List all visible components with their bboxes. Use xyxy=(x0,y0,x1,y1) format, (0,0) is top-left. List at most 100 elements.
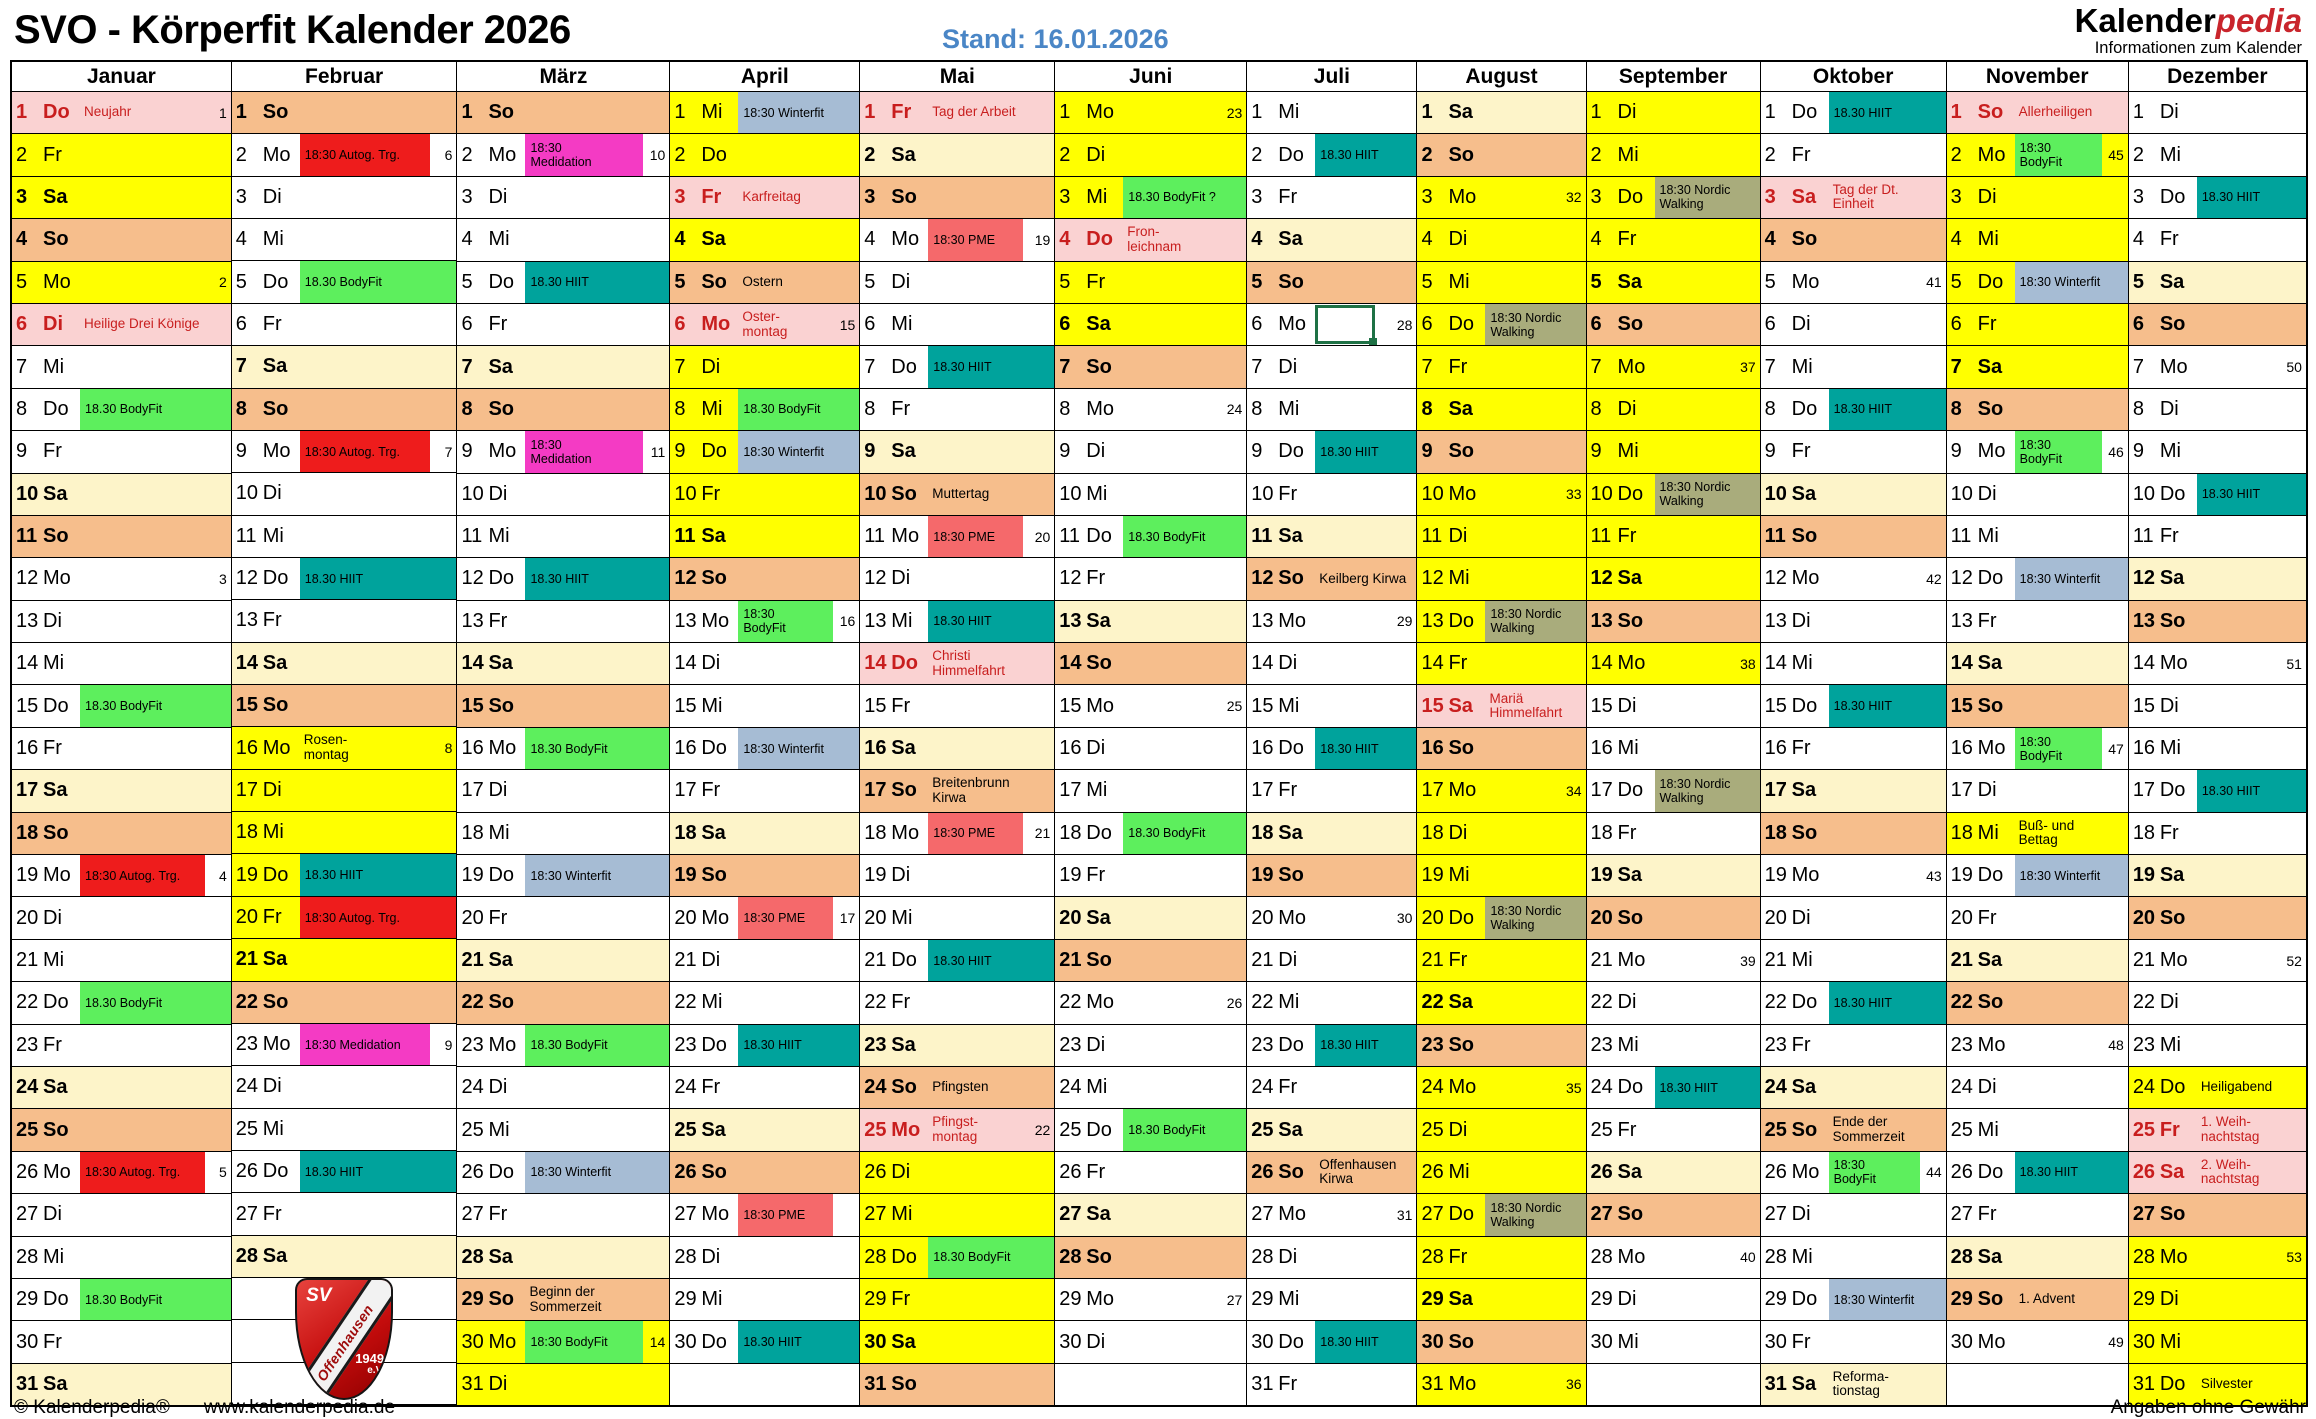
day-cell[interactable]: 27 Fr xyxy=(1946,1194,2128,1237)
day-cell[interactable]: 25 Do 18.30 BodyFit xyxy=(1055,1109,1247,1152)
day-cell[interactable]: 5 Mo 2 xyxy=(12,261,231,304)
day-cell[interactable]: 9 Mo 18:30 Medidation 11 xyxy=(457,431,670,474)
day-cell[interactable]: 15 Mi xyxy=(1247,685,1417,728)
day-cell[interactable]: 29 Di xyxy=(1586,1278,1760,1322)
day-cell[interactable]: 2 Mo 18:30 Autog. Trg. 6 xyxy=(231,134,457,177)
day-cell[interactable]: 24 Do 18.30 HIIT xyxy=(1586,1066,1760,1110)
day-cell[interactable]: 22 Mi xyxy=(1247,982,1417,1025)
day-cell[interactable]: 16 Fr xyxy=(12,727,231,771)
day-cell[interactable]: 9 Di xyxy=(1055,431,1247,474)
day-cell[interactable]: 18 Di xyxy=(1417,812,1586,856)
day-cell[interactable]: 28 Mi xyxy=(12,1236,231,1279)
day-cell[interactable]: 23 Mo 18.30 BodyFit xyxy=(457,1024,670,1067)
day-cell[interactable]: 8 Mo 24 xyxy=(1055,388,1247,432)
day-cell[interactable]: 4 Mi xyxy=(457,219,670,262)
day-cell[interactable]: 2 Di xyxy=(1055,134,1247,177)
day-cell[interactable]: 20 Fr xyxy=(1946,897,2128,940)
day-cell[interactable]: 26 Mo 18:30 BodyFit 44 xyxy=(1760,1151,1946,1195)
event-chip[interactable]: 18.30 HIIT xyxy=(1315,134,1417,176)
day-cell[interactable]: 14 Mo 51 xyxy=(2128,643,2306,686)
day-cell[interactable]: 14 Mi xyxy=(12,643,231,686)
day-cell[interactable]: 7 Do 18.30 HIIT xyxy=(860,346,1055,389)
day-cell[interactable]: 10 Di xyxy=(457,473,670,516)
day-cell[interactable]: 1 Do 18.30 HIIT xyxy=(1760,92,1946,135)
day-cell[interactable]: 21 Sa xyxy=(231,939,457,982)
event-chip[interactable]: 18:30 Nordic Walking xyxy=(1485,303,1586,346)
day-cell[interactable]: 8 Mi 18.30 BodyFit xyxy=(670,388,860,432)
day-cell[interactable]: 19 So xyxy=(1247,855,1417,898)
day-cell[interactable]: 23 Mo 48 xyxy=(1946,1024,2128,1067)
day-cell[interactable]: 1 So xyxy=(457,92,670,135)
day-cell[interactable]: 21 Sa xyxy=(457,939,670,983)
day-cell[interactable]: 5 So Ostern xyxy=(670,261,860,304)
day-cell[interactable]: 25 Mi xyxy=(457,1109,670,1152)
day-cell[interactable]: 22 Mo 26 xyxy=(1055,982,1247,1025)
empty-cell[interactable] xyxy=(1055,1363,1247,1406)
day-cell[interactable]: 28 Sa xyxy=(457,1236,670,1279)
day-cell[interactable]: 2 Fr xyxy=(12,134,231,177)
day-cell[interactable]: 12 Mo 3 xyxy=(12,558,231,601)
day-cell[interactable]: 30 Mi xyxy=(1586,1321,1760,1364)
day-cell[interactable]: 14 So xyxy=(1055,643,1247,686)
day-cell[interactable]: 15 Do 18.30 HIIT xyxy=(1760,685,1946,728)
event-chip[interactable]: 18.30 HIIT xyxy=(525,558,670,600)
day-cell[interactable]: 15 So xyxy=(231,685,457,728)
day-cell[interactable]: 3 Fr xyxy=(1247,176,1417,220)
empty-cell[interactable] xyxy=(670,1363,860,1406)
day-cell[interactable]: 14 Mo 38 xyxy=(1586,643,1760,686)
day-cell[interactable]: 11 Sa xyxy=(670,515,860,559)
day-cell[interactable]: 30 Sa xyxy=(860,1321,1055,1364)
event-chip[interactable]: 18:30 BodyFit xyxy=(2014,134,2102,176)
event-chip[interactable]: 18:30 Autog. Trg. xyxy=(299,134,431,176)
day-cell[interactable]: 16 Mo Rosen- montag 8 xyxy=(231,727,457,770)
event-chip[interactable]: 18:30 BodyFit xyxy=(525,1321,644,1363)
day-cell[interactable]: 20 So xyxy=(2128,897,2306,940)
day-cell[interactable]: 23 Fr xyxy=(12,1024,231,1067)
day-cell[interactable]: 7 Mo 50 xyxy=(2128,346,2306,389)
day-cell[interactable]: 16 Di xyxy=(1055,727,1247,771)
day-cell[interactable]: 10 Fr xyxy=(1247,473,1417,516)
day-cell[interactable]: 4 So xyxy=(12,219,231,262)
day-cell[interactable]: 4 Fr xyxy=(1586,219,1760,262)
day-cell[interactable]: 13 Mo 29 xyxy=(1247,600,1417,644)
day-cell[interactable]: 20 Fr xyxy=(457,897,670,940)
event-chip[interactable]: 18.30 HIIT xyxy=(299,557,457,600)
day-cell[interactable]: 10 Sa xyxy=(12,473,231,516)
day-cell[interactable]: 26 Do 18:30 Winterfit xyxy=(457,1151,670,1195)
event-chip[interactable]: 18:30 Nordic Walking xyxy=(1654,473,1760,515)
day-cell[interactable]: 24 Fr xyxy=(1247,1066,1417,1110)
event-chip[interactable]: 18:30 Nordic Walking xyxy=(1654,176,1760,219)
day-cell[interactable]: 9 Sa xyxy=(860,431,1055,474)
day-cell[interactable]: 5 So xyxy=(1247,261,1417,304)
day-cell[interactable]: 9 Fr xyxy=(1760,431,1946,474)
event-chip[interactable]: 18:30 BodyFit xyxy=(2014,727,2102,770)
day-cell[interactable]: 22 Mi xyxy=(670,982,860,1025)
day-cell[interactable]: 28 Fr xyxy=(1417,1236,1586,1279)
day-cell[interactable]: 13 Do 18:30 Nordic Walking xyxy=(1417,600,1586,644)
day-cell[interactable]: 12 Sa xyxy=(2128,558,2306,601)
selected-cell-outline[interactable] xyxy=(1315,304,1378,346)
day-cell[interactable]: 10 Di xyxy=(1946,473,2128,516)
day-cell[interactable]: 1 Di xyxy=(1586,92,1760,135)
day-cell[interactable]: 26 Mo 18:30 Autog. Trg. 5 xyxy=(12,1151,231,1195)
day-cell[interactable]: 30 Do 18.30 HIIT xyxy=(1247,1321,1417,1364)
day-cell[interactable]: 29 Do 18:30 Winterfit xyxy=(1760,1278,1946,1322)
day-cell[interactable]: 3 Sa xyxy=(12,176,231,220)
event-chip[interactable]: 18:30 Winterfit xyxy=(738,92,860,134)
day-cell[interactable]: 20 Sa xyxy=(1055,897,1247,940)
day-cell[interactable]: 21 Di xyxy=(670,939,860,983)
day-cell[interactable]: 3 Di xyxy=(1946,176,2128,220)
day-cell[interactable]: 24 So Pfingsten xyxy=(860,1066,1055,1110)
day-cell[interactable]: 26 So xyxy=(670,1151,860,1195)
day-cell[interactable]: 15 Do 18.30 BodyFit xyxy=(12,685,231,728)
day-cell[interactable]: 10 So Muttertag xyxy=(860,473,1055,516)
day-cell[interactable]: 29 So Beginn der Sommerzeit xyxy=(457,1278,670,1322)
day-cell[interactable]: 26 Di xyxy=(860,1151,1055,1195)
empty-cell[interactable] xyxy=(1586,1363,1760,1406)
day-cell[interactable]: 23 Mi xyxy=(2128,1024,2306,1067)
day-cell[interactable]: 28 So xyxy=(1055,1236,1247,1279)
day-cell[interactable]: 7 Sa xyxy=(1946,346,2128,389)
day-cell[interactable]: 3 Di xyxy=(457,176,670,220)
day-cell[interactable]: 5 Mo 41 xyxy=(1760,261,1946,304)
day-cell[interactable]: 3 Di xyxy=(231,176,457,220)
